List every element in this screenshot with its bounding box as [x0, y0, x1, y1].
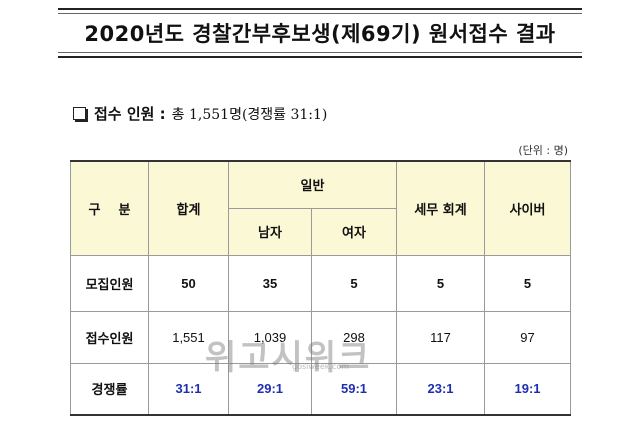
cell-total: 31:1: [148, 362, 229, 416]
table-row: 경쟁률 31:1 29:1 59:1 23:1 19:1: [70, 362, 572, 416]
title-inner-border: [58, 13, 582, 53]
table-row: 모집인원 50 35 5 5 5: [70, 254, 572, 312]
cell-cyber: 19:1: [484, 362, 572, 416]
header-tax: 세무 회계: [396, 160, 486, 256]
summary-line: 접수 인원 : 총 1,551명(경쟁률 31:1): [73, 103, 327, 124]
cell-male: 29:1: [228, 362, 312, 416]
cell-tax: 23:1: [396, 362, 486, 416]
unit-note: (단위 : 명): [518, 144, 568, 157]
header-cyber: 사이버: [484, 160, 572, 256]
cell-female: 5: [310, 254, 398, 312]
row-label: 접수인원: [70, 310, 149, 364]
title-banner: 2020년도 경찰간부후보생(제69기) 원서접수 결과: [58, 8, 582, 58]
header-female: 여자: [310, 207, 398, 256]
page-title: 2020년도 경찰간부후보생(제69기) 원서접수 결과: [84, 22, 556, 46]
summary-value: 총 1,551명(경쟁률 31:1): [171, 106, 328, 123]
cell-tax: 5: [396, 254, 486, 312]
cell-female: 298: [310, 310, 398, 364]
header-total: 합계: [148, 160, 229, 256]
cell-cyber: 5: [484, 254, 572, 312]
cell-female: 59:1: [310, 362, 398, 416]
cell-male: 35: [228, 254, 312, 312]
checkbox-bullet-icon: [73, 107, 86, 120]
cell-tax: 117: [396, 310, 486, 364]
cell-cyber: 97: [484, 310, 572, 364]
row-label: 경쟁률: [70, 362, 149, 416]
summary-label: 접수 인원 :: [94, 105, 166, 123]
header-general: 일반: [227, 160, 398, 209]
cell-male: 1,039: [228, 310, 312, 364]
results-table: 구 분 합계 일반 세무 회계 사이버 남자 여자 모집인원 50 35 5 5…: [70, 160, 572, 416]
row-label: 모집인원: [70, 254, 149, 312]
table-row: 접수인원 1,551 1,039 298 117 97: [70, 310, 572, 364]
header-category: 구 분: [70, 160, 149, 256]
cell-total: 50: [148, 254, 229, 312]
cell-total: 1,551: [148, 310, 229, 364]
header-male: 남자: [228, 207, 312, 256]
